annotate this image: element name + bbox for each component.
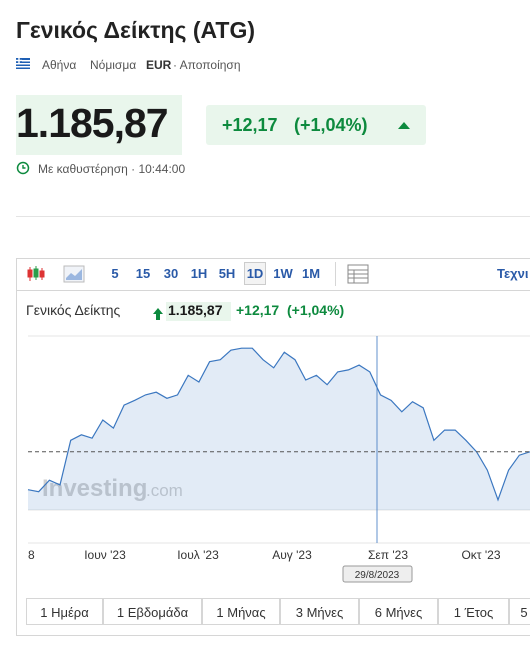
x-tick-label: Οκτ '23 xyxy=(461,548,500,562)
separator xyxy=(16,216,530,217)
delay: Με καθυστέρηση · 10:44:00 xyxy=(38,162,186,176)
x-tick-label: Σεπ '23 xyxy=(368,548,408,562)
watermark: .com xyxy=(146,481,183,500)
interval-button[interactable]: 5 xyxy=(111,266,119,281)
area-fill xyxy=(28,348,530,510)
table-icon[interactable] xyxy=(347,264,369,284)
currency: EUR xyxy=(146,58,172,72)
x-tick-label: Αυγ '23 xyxy=(272,548,312,562)
toolbar-divider xyxy=(335,262,336,286)
price-highlight xyxy=(16,95,182,155)
interval-button[interactable]: 1D xyxy=(246,266,264,281)
interval-button[interactable]: 30 xyxy=(163,266,179,281)
toolbar-divider xyxy=(17,290,530,291)
range-button[interactable]: 1 Έτος xyxy=(438,598,509,625)
disclaimer[interactable]: · Αποποίηση xyxy=(173,58,241,72)
range-button[interactable]: 3 Μήνες xyxy=(280,598,359,625)
clock-icon xyxy=(16,161,30,175)
up-arrow xyxy=(398,122,410,129)
price: 1.185,87 xyxy=(16,100,169,146)
interval-button[interactable]: 1W xyxy=(273,266,293,281)
interval-active xyxy=(244,262,266,285)
range-button[interactable]: 1 Μήνας xyxy=(202,598,280,625)
range-button[interactable]: 1 Εβδομάδα xyxy=(103,598,202,625)
legend-title: Γενικός Δείκτης xyxy=(26,302,121,318)
interval-button[interactable]: 1M xyxy=(301,266,321,281)
legend-price: 1.185,87 xyxy=(168,302,223,318)
interval-button[interactable]: 15 xyxy=(135,266,151,281)
change: +12,17 xyxy=(222,115,278,135)
legend-arrow xyxy=(153,308,163,320)
interval-button[interactable]: 5H xyxy=(218,266,236,281)
currency-label: Νόμισμα xyxy=(90,58,137,72)
location: Αθήνα xyxy=(42,58,77,72)
price-line xyxy=(27,347,530,502)
range-button[interactable]: 5 xyxy=(509,598,530,625)
x-tick-label: Ιουλ '23 xyxy=(177,548,219,562)
x-tick-label: Ιουν '23 xyxy=(84,548,126,562)
change-percent: (+1,04%) xyxy=(294,115,368,135)
chart-widget xyxy=(16,258,530,636)
legend-change: +12,17 xyxy=(236,302,279,318)
technical-tab[interactable]: Τεχνι xyxy=(497,266,529,281)
legend-price-bg xyxy=(166,302,231,321)
x-tick-label: 8 xyxy=(28,548,35,562)
chart: Γενικός Δείκτης 1.185,87 +12,17 (+1,04%)… xyxy=(26,302,530,583)
legend-change-percent: (+1,04%) xyxy=(287,302,344,318)
crosshair-label: 29/8/2023 xyxy=(355,570,400,581)
crosshair-label-bg xyxy=(342,565,413,583)
flag xyxy=(16,58,30,69)
range-button[interactable]: 6 Μήνες xyxy=(359,598,438,625)
watermark: Investing xyxy=(42,475,147,502)
change-box xyxy=(206,105,426,145)
interval-button[interactable]: 1H xyxy=(190,266,208,281)
toolbar-icons[interactable] xyxy=(26,264,86,284)
range-button[interactable]: 1 Ημέρα xyxy=(26,598,103,625)
title: Γενικός Δείκτης (ATG) xyxy=(16,17,256,43)
